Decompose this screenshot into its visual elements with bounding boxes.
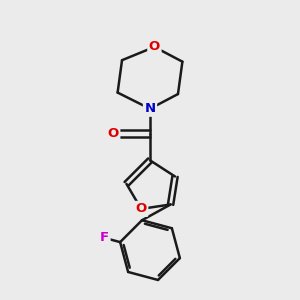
Text: O: O [108, 127, 119, 140]
Text: F: F [100, 231, 109, 244]
Text: O: O [149, 40, 160, 53]
Text: O: O [136, 202, 147, 215]
Text: N: N [144, 102, 156, 115]
